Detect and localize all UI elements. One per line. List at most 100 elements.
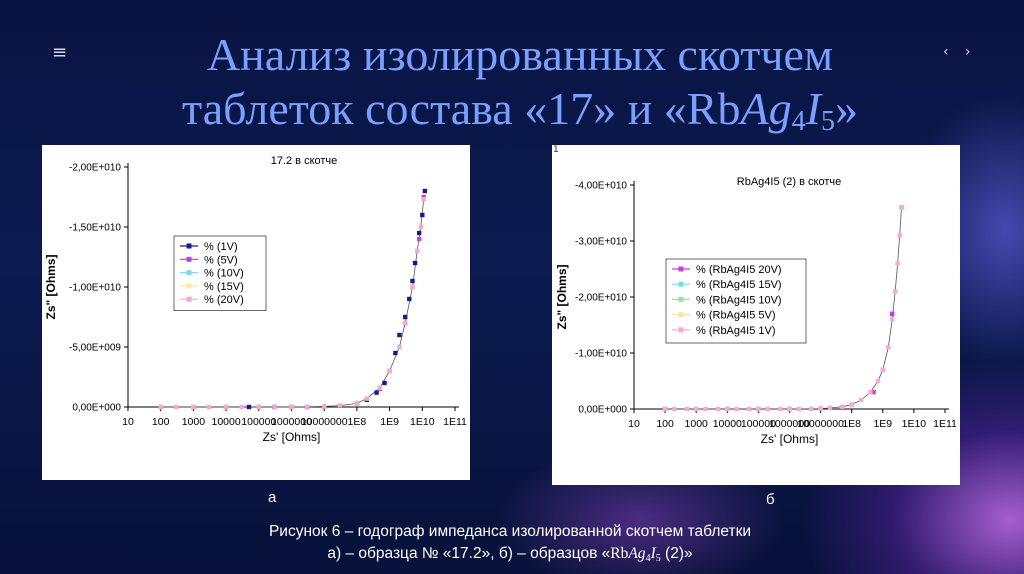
y-tick-label: -1,50E+010 (69, 223, 121, 234)
x-tick-label: 1E9 (380, 416, 399, 428)
data-point (364, 396, 369, 401)
chart-title: RbAg4I5 (2) в скотче (737, 176, 841, 188)
data-point (895, 261, 900, 266)
data-point (868, 390, 873, 395)
data-point (354, 401, 360, 406)
data-point (871, 390, 876, 395)
panel-b-mark: 1 (553, 145, 559, 155)
caption-suffix: (2)» (660, 545, 693, 562)
x-tick-label: 1E8 (348, 416, 367, 428)
legend-marker (186, 283, 192, 289)
legend-label: % (5V) (204, 254, 238, 266)
data-point (239, 404, 244, 410)
caption-line-2: а) – образца № «17.2», б) – образцов «Rb… (180, 543, 840, 570)
slide-nav-arrows-icon[interactable]: ‹ › (943, 44, 977, 60)
x-tick-label: 100000 (241, 416, 276, 428)
x-tick-label: 1000000 (769, 418, 810, 430)
x-axis-label: Zs' [Ohms] (263, 430, 321, 444)
data-point (892, 289, 898, 294)
data-point (415, 248, 420, 254)
data-point (886, 345, 891, 350)
data-point (849, 402, 854, 407)
title-ag: Ag (740, 83, 792, 134)
data-point (289, 404, 294, 410)
data-point (412, 260, 418, 266)
data-point (407, 296, 412, 302)
caption-i: I (650, 545, 656, 562)
legend-label: % (1V) (204, 241, 238, 253)
chart-a-label: а (268, 489, 277, 506)
data-point (374, 390, 379, 395)
data-point (746, 406, 752, 412)
data-point (421, 197, 426, 202)
x-tick-label: 100 (656, 418, 674, 430)
data-point (410, 284, 415, 290)
data-point (322, 404, 327, 409)
data-point (223, 404, 229, 410)
x-tick-label: 1E9 (873, 418, 892, 430)
data-point (725, 406, 730, 412)
data-point (382, 380, 387, 386)
data-point (684, 406, 690, 412)
data-point (889, 311, 895, 316)
y-tick-label: 0,00E+000 (578, 405, 627, 416)
data-point (377, 385, 382, 390)
data-point (809, 406, 814, 412)
data-point (840, 404, 845, 409)
data-point (662, 406, 668, 412)
legend-marker (186, 256, 192, 262)
data-point (191, 404, 196, 410)
y-axis-label: Zs" [Ohms] (44, 254, 58, 319)
data-point (272, 404, 277, 410)
title-suffix: » (834, 83, 858, 134)
caption-sub-5: 5 (655, 553, 661, 564)
caption-prefix: а) – образца № «17.2», б) – образцов « (327, 545, 611, 562)
data-point (420, 212, 425, 218)
x-tick-label: 100 (152, 416, 170, 428)
data-point (875, 378, 881, 384)
legend-label: % (10V) (204, 268, 244, 280)
chart-title: 17.2 в скотче (271, 155, 338, 167)
legend-marker (678, 281, 684, 287)
caption-sub-4: 4 (645, 553, 651, 564)
y-tick-label: 0,00E+000 (72, 403, 121, 414)
data-point (899, 205, 904, 210)
y-tick-label: -1,00E+010 (69, 283, 121, 294)
data-point (304, 404, 310, 409)
x-tick-label: 10000 (713, 418, 742, 430)
data-point (206, 404, 212, 410)
legend-marker (678, 266, 684, 272)
caption-line-1: Рисунок 6 – годограф импеданса изолирова… (268, 523, 752, 540)
series-line (160, 199, 425, 408)
x-tick-label: 10000000 (301, 416, 348, 428)
data-point (158, 404, 163, 410)
legend-label: % (RbAg4I5 1V) (696, 325, 775, 337)
x-tick-label: 10000 (211, 416, 240, 428)
data-point (246, 404, 252, 410)
data-point (734, 406, 739, 412)
title-prefix: таблеток состава «17» и «Rb (182, 83, 741, 134)
data-point (174, 404, 179, 410)
figure-caption: Рисунок 6 – годограф импеданса изолирова… (180, 521, 840, 570)
y-tick-label: -2,00E+010 (575, 293, 627, 304)
data-point (889, 317, 895, 322)
data-point (387, 368, 392, 374)
y-tick-label: -3,00E+010 (575, 237, 627, 248)
legend-box (665, 258, 807, 344)
data-point (796, 406, 802, 412)
x-tick-label: 1000000 (271, 416, 312, 428)
data-point (397, 344, 402, 350)
data-point (897, 233, 902, 238)
data-point (410, 278, 415, 284)
legend-label: % (RbAg4I5 5V) (696, 310, 775, 322)
y-axis-label: Zs" [Ohms] (555, 264, 569, 329)
legend-marker (678, 327, 684, 333)
title-line-1: Анализ изолированных скотчем (206, 29, 834, 80)
data-point (256, 404, 261, 410)
menu-icon[interactable]: ≡ (52, 42, 68, 63)
data-point (397, 332, 402, 338)
data-point (777, 406, 783, 412)
title-sub-4: 4 (791, 106, 806, 137)
x-tick-label: 1E11 (443, 416, 467, 428)
